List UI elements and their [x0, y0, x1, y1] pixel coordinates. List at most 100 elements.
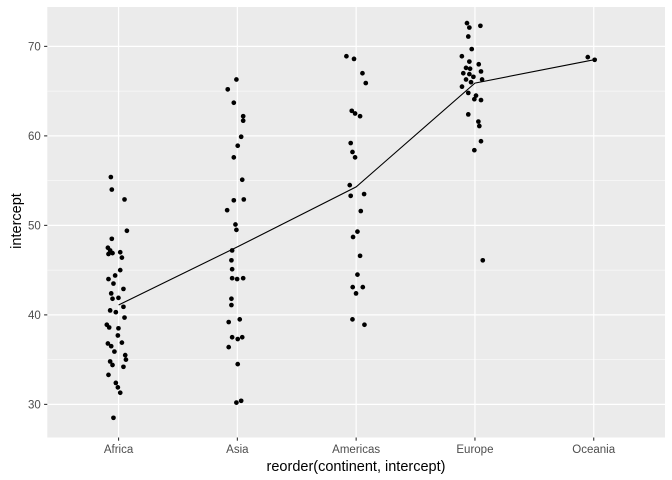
data-point: [471, 74, 476, 80]
data-point: [235, 336, 241, 342]
data-point: [348, 193, 354, 199]
data-point: [105, 341, 111, 346]
data-point: [122, 315, 127, 320]
data-point: [123, 357, 129, 362]
x-tick-label: Americas: [332, 444, 380, 456]
data-point: [351, 56, 357, 62]
y-tick-label: 30: [28, 399, 41, 411]
data-point: [467, 66, 473, 72]
data-point: [478, 69, 484, 74]
data-point: [119, 255, 125, 260]
data-point: [362, 322, 367, 328]
mean-line: [118, 59, 594, 306]
data-point: [224, 207, 230, 213]
data-point: [463, 65, 469, 71]
data-point: [478, 23, 483, 29]
data-point: [238, 398, 244, 404]
data-point: [229, 257, 234, 263]
data-point: [107, 359, 113, 364]
data-point: [119, 340, 125, 345]
data-point: [229, 266, 235, 272]
data-point: [115, 385, 121, 390]
data-point: [360, 70, 365, 76]
data-point: [231, 100, 237, 106]
x-tick-label: Asia: [226, 444, 249, 456]
y-tick-label: 60: [28, 131, 41, 143]
data-point: [124, 228, 130, 234]
data-point: [459, 84, 465, 90]
data-point: [344, 53, 349, 59]
data-point: [352, 111, 358, 116]
data-point: [121, 304, 126, 310]
data-point: [479, 77, 485, 82]
data-point: [471, 96, 477, 102]
data-point: [355, 272, 360, 277]
data-point: [459, 53, 465, 59]
data-point: [478, 97, 484, 103]
data-point: [117, 267, 123, 273]
data-point: [239, 334, 245, 340]
data-point: [229, 334, 235, 340]
data-point: [112, 349, 117, 354]
data-point: [350, 149, 355, 155]
data-point: [231, 155, 237, 160]
data-point: [226, 344, 232, 350]
x-tick-label: Europe: [456, 444, 493, 456]
x-axis-title: reorder(continent, intercept): [266, 459, 446, 475]
data-point: [237, 317, 243, 322]
data-point: [350, 317, 355, 322]
data-point: [353, 291, 359, 296]
axes-layer: 30 40 50 60 70 Africa Asia Americas Europe Oceani…: [28, 41, 616, 456]
data-point: [465, 34, 471, 39]
data-point: [467, 71, 472, 77]
data-point: [108, 174, 114, 180]
data-point: [113, 309, 119, 315]
data-point: [478, 138, 484, 144]
data-point: [355, 229, 360, 234]
data-point: [229, 296, 234, 302]
data-point: [106, 372, 111, 378]
data-point: [117, 390, 123, 396]
data-point: [234, 77, 239, 82]
data-point: [106, 251, 111, 257]
y-tick-label: 70: [28, 41, 41, 53]
x-tick-label: Oceania: [572, 444, 615, 456]
data-point: [122, 352, 128, 358]
data-point: [240, 118, 246, 124]
data-point: [116, 325, 121, 331]
data-point: [471, 147, 477, 153]
data-point: [467, 59, 472, 64]
data-point: [460, 70, 466, 76]
data-point: [225, 86, 231, 92]
data-point: [117, 249, 123, 255]
data-point: [468, 79, 474, 85]
data-point: [467, 25, 472, 30]
data-point: [234, 400, 239, 405]
data-point: [240, 275, 246, 281]
data-point: [111, 281, 116, 286]
data-point: [241, 197, 247, 202]
data-point: [110, 296, 115, 302]
data-point: [235, 143, 241, 149]
data-point: [121, 364, 126, 370]
data-point: [107, 308, 113, 313]
data-point: [226, 319, 232, 325]
data-point: [352, 155, 358, 160]
data-point: [233, 222, 238, 227]
data-point: [113, 380, 119, 386]
data-point: [122, 197, 127, 202]
data-point: [463, 77, 469, 82]
data-point: [469, 46, 475, 52]
data-point: [348, 140, 354, 146]
data-point: [357, 113, 363, 119]
data-point: [109, 236, 115, 242]
data-point: [350, 234, 356, 240]
data-point: [347, 182, 353, 188]
data-point: [110, 362, 115, 368]
data-point: [465, 112, 471, 117]
data-point: [121, 286, 126, 292]
data-point: [109, 187, 115, 192]
data-point: [111, 415, 116, 421]
